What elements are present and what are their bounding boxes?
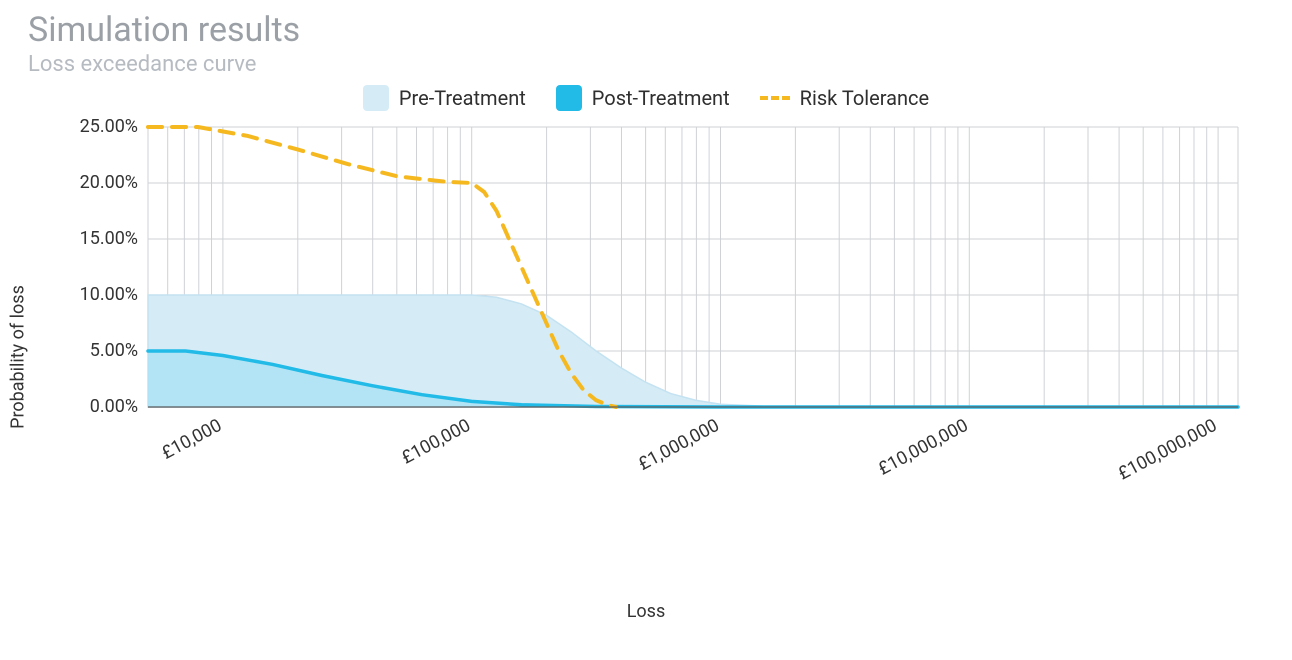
chart-area: Probability of loss 0.00%5.00%10.00%15.0… — [28, 117, 1264, 597]
y-tick-label: 5.00% — [90, 340, 138, 361]
x-tick-label: £1,000,000 — [635, 415, 723, 475]
legend-item-pre: Pre-Treatment — [363, 85, 526, 111]
x-tick-label: £100,000 — [398, 415, 474, 469]
y-tick-label: 15.00% — [80, 228, 138, 249]
legend-swatch-tol — [760, 96, 790, 100]
y-tick-label: 25.00% — [80, 117, 138, 137]
loss-exceedance-chart: 0.00% 5.00% 10.00% 15.00% 20.00% 25.00% £10,00… — [28, 117, 1248, 587]
legend-swatch-post — [556, 85, 582, 111]
x-axis-label: Loss — [28, 601, 1264, 622]
x-tick-label: £100,000,000 — [1115, 415, 1221, 485]
legend-label-pre: Pre-Treatment — [399, 86, 526, 110]
x-tick-label: £10,000 — [158, 415, 225, 464]
y-axis-label: Probability of loss — [8, 285, 29, 429]
chart-title: Simulation results — [28, 10, 1264, 50]
x-tick-label: £10,000,000 — [875, 415, 972, 480]
legend-item-post: Post-Treatment — [556, 85, 730, 111]
legend-swatch-pre — [363, 85, 389, 111]
legend-label-tol: Risk Tolerance — [800, 86, 929, 110]
y-tick-label: 20.00% — [80, 172, 138, 193]
legend: Pre-Treatment Post-Treatment Risk Tolera… — [28, 85, 1264, 111]
chart-subtitle: Loss exceedance curve — [28, 52, 1264, 77]
legend-label-post: Post-Treatment — [592, 86, 730, 110]
legend-item-tol: Risk Tolerance — [760, 86, 929, 110]
y-tick-label: 10.00% — [80, 284, 138, 305]
y-tick-label: 0.00% — [90, 396, 138, 417]
